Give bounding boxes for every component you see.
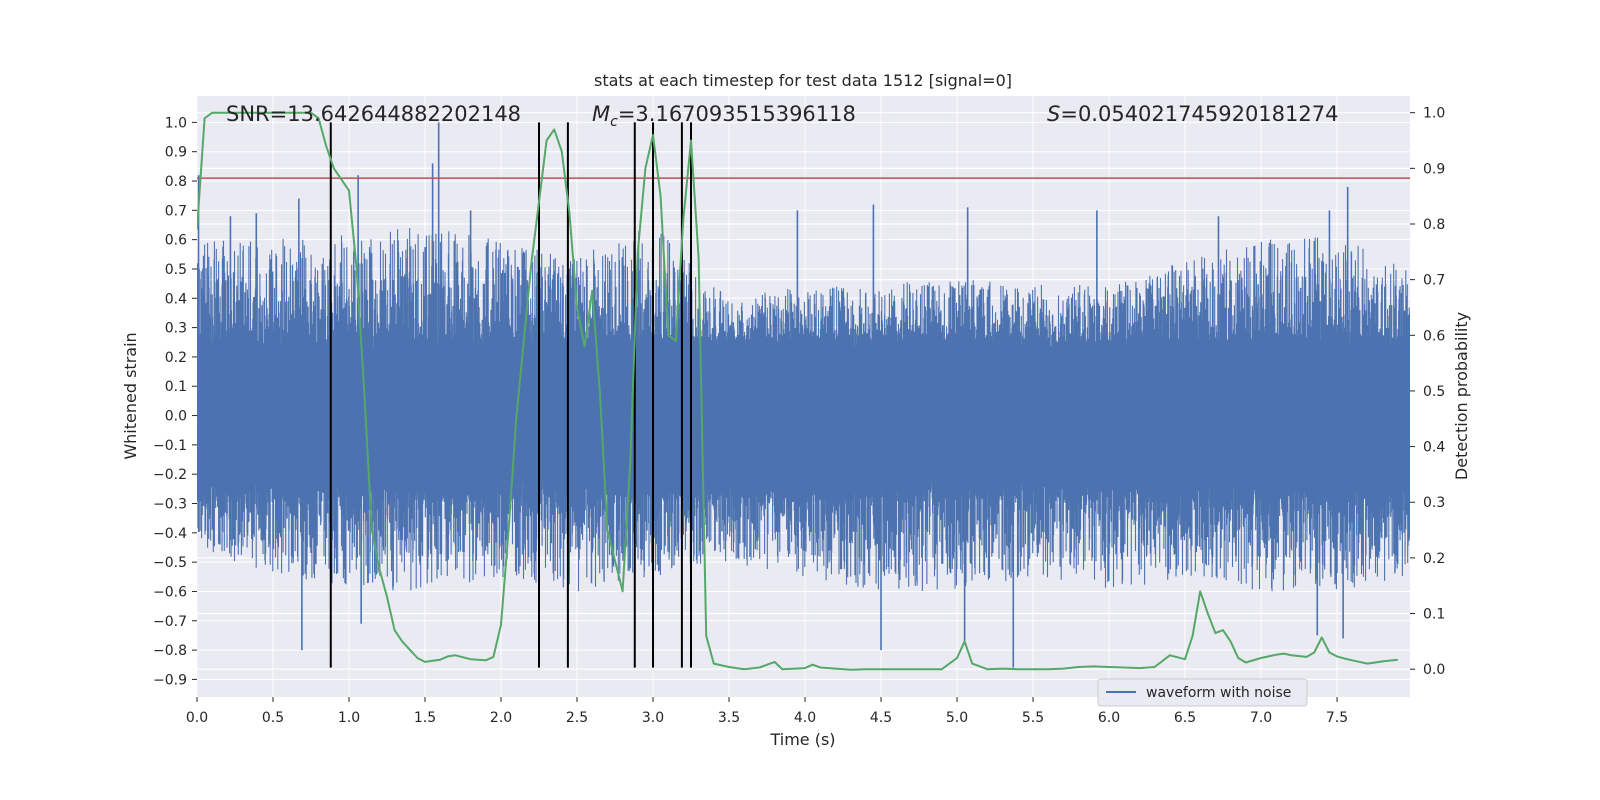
right-axis-ticks: 0.0 0.1 0.2 0.3 0.4 0.5 0.6 0.7 0.8 0.9 1.0 [1410, 106, 1445, 678]
mc-annotation: Mc=3.167093515396118 [592, 102, 856, 130]
snr-annotation: SNR=13.642644882202148 [226, 102, 521, 126]
s-value: =0.054021745920181274 [1060, 102, 1338, 126]
right-tick-label: 0.6 [1423, 328, 1445, 344]
left-tick-label: 0.4 [165, 291, 187, 307]
x-tick-label: 4.5 [870, 710, 892, 726]
x-axis-ticks: 0.0 0.5 1.0 1.5 2.0 2.5 3.0 3.5 4.0 4.5 5.0 5.5 6.0 6… [186, 697, 1348, 726]
x-tick-label: 3.5 [718, 710, 740, 726]
x-tick-label: 2.0 [490, 710, 512, 726]
x-tick-label: 6.5 [1174, 710, 1196, 726]
x-tick-label: 4.0 [794, 710, 816, 726]
left-tick-label: −0.9 [153, 672, 187, 688]
waveform-series [197, 122, 1410, 668]
probability-line [197, 111, 1398, 671]
x-tick-label: 1.5 [414, 710, 436, 726]
s-symbol: S [1047, 102, 1060, 126]
right-tick-label: 0.8 [1423, 217, 1445, 233]
left-tick-label: −0.4 [153, 526, 187, 542]
left-tick-label: 0.8 [165, 174, 187, 190]
left-axis-ticks: −0.9 −0.8 −0.7 −0.6 −0.5 −0.4 −0.3 −0.2 −0.1 0.0 0… [153, 115, 197, 688]
legend: waveform with noise [1097, 678, 1308, 707]
left-tick-label: 0.2 [165, 350, 187, 366]
right-tick-label: 0.2 [1423, 551, 1445, 567]
mc-subscript: c [610, 114, 618, 130]
x-tick-label: 7.0 [1250, 710, 1272, 726]
x-tick-label: 2.5 [566, 710, 588, 726]
chart-title: stats at each timestep for test data 151… [594, 71, 1012, 90]
left-tick-label: −0.3 [153, 497, 187, 513]
legend-label-waveform: waveform with noise [1146, 685, 1291, 701]
left-tick-label: −0.5 [153, 555, 187, 571]
right-tick-label: 0.7 [1423, 273, 1445, 289]
legend-box [1097, 678, 1308, 707]
probability-series [197, 111, 1398, 671]
left-tick-label: 0.7 [165, 203, 187, 219]
right-tick-label: 0.3 [1423, 495, 1445, 511]
x-tick-label: 0.0 [186, 710, 208, 726]
left-tick-label: −0.6 [153, 584, 187, 600]
left-tick-label: −0.2 [153, 467, 187, 483]
waveform-core-band [197, 356, 1410, 475]
left-tick-label: 1.0 [165, 115, 187, 131]
right-tick-label: 0.5 [1423, 384, 1445, 400]
left-tick-label: 0.5 [165, 262, 187, 278]
x-axis-label: Time (s) [769, 730, 835, 749]
x-tick-label: 7.5 [1326, 710, 1348, 726]
left-tick-label: 0.0 [165, 409, 187, 425]
left-tick-label: −0.8 [153, 643, 187, 659]
right-tick-label: 0.9 [1423, 161, 1445, 177]
left-tick-label: 0.3 [165, 321, 187, 337]
mc-value: =3.167093515396118 [618, 102, 856, 126]
left-tick-label: −0.7 [153, 614, 187, 630]
right-tick-label: 0.0 [1423, 662, 1445, 678]
left-tick-label: 0.9 [165, 145, 187, 161]
y-axis-label-right: Detection probability [1452, 312, 1471, 480]
right-tick-label: 0.1 [1423, 607, 1445, 623]
s-annotation: S=0.054021745920181274 [1047, 102, 1338, 126]
vertical-markers [329, 122, 693, 668]
x-tick-label: 5.0 [946, 710, 968, 726]
x-tick-label: 6.0 [1098, 710, 1120, 726]
x-tick-label: 0.5 [262, 710, 284, 726]
x-tick-label: 3.0 [642, 710, 664, 726]
left-tick-label: 0.6 [165, 233, 187, 249]
right-tick-label: 0.4 [1423, 440, 1445, 456]
left-tick-label: −0.1 [153, 438, 187, 454]
left-tick-label: 0.1 [165, 379, 187, 395]
x-tick-label: 5.5 [1022, 710, 1044, 726]
x-tick-label: 1.0 [338, 710, 360, 726]
y-axis-label-left: Whitened strain [121, 332, 140, 459]
right-tick-label: 1.0 [1423, 106, 1445, 122]
mc-symbol: M [592, 102, 610, 126]
